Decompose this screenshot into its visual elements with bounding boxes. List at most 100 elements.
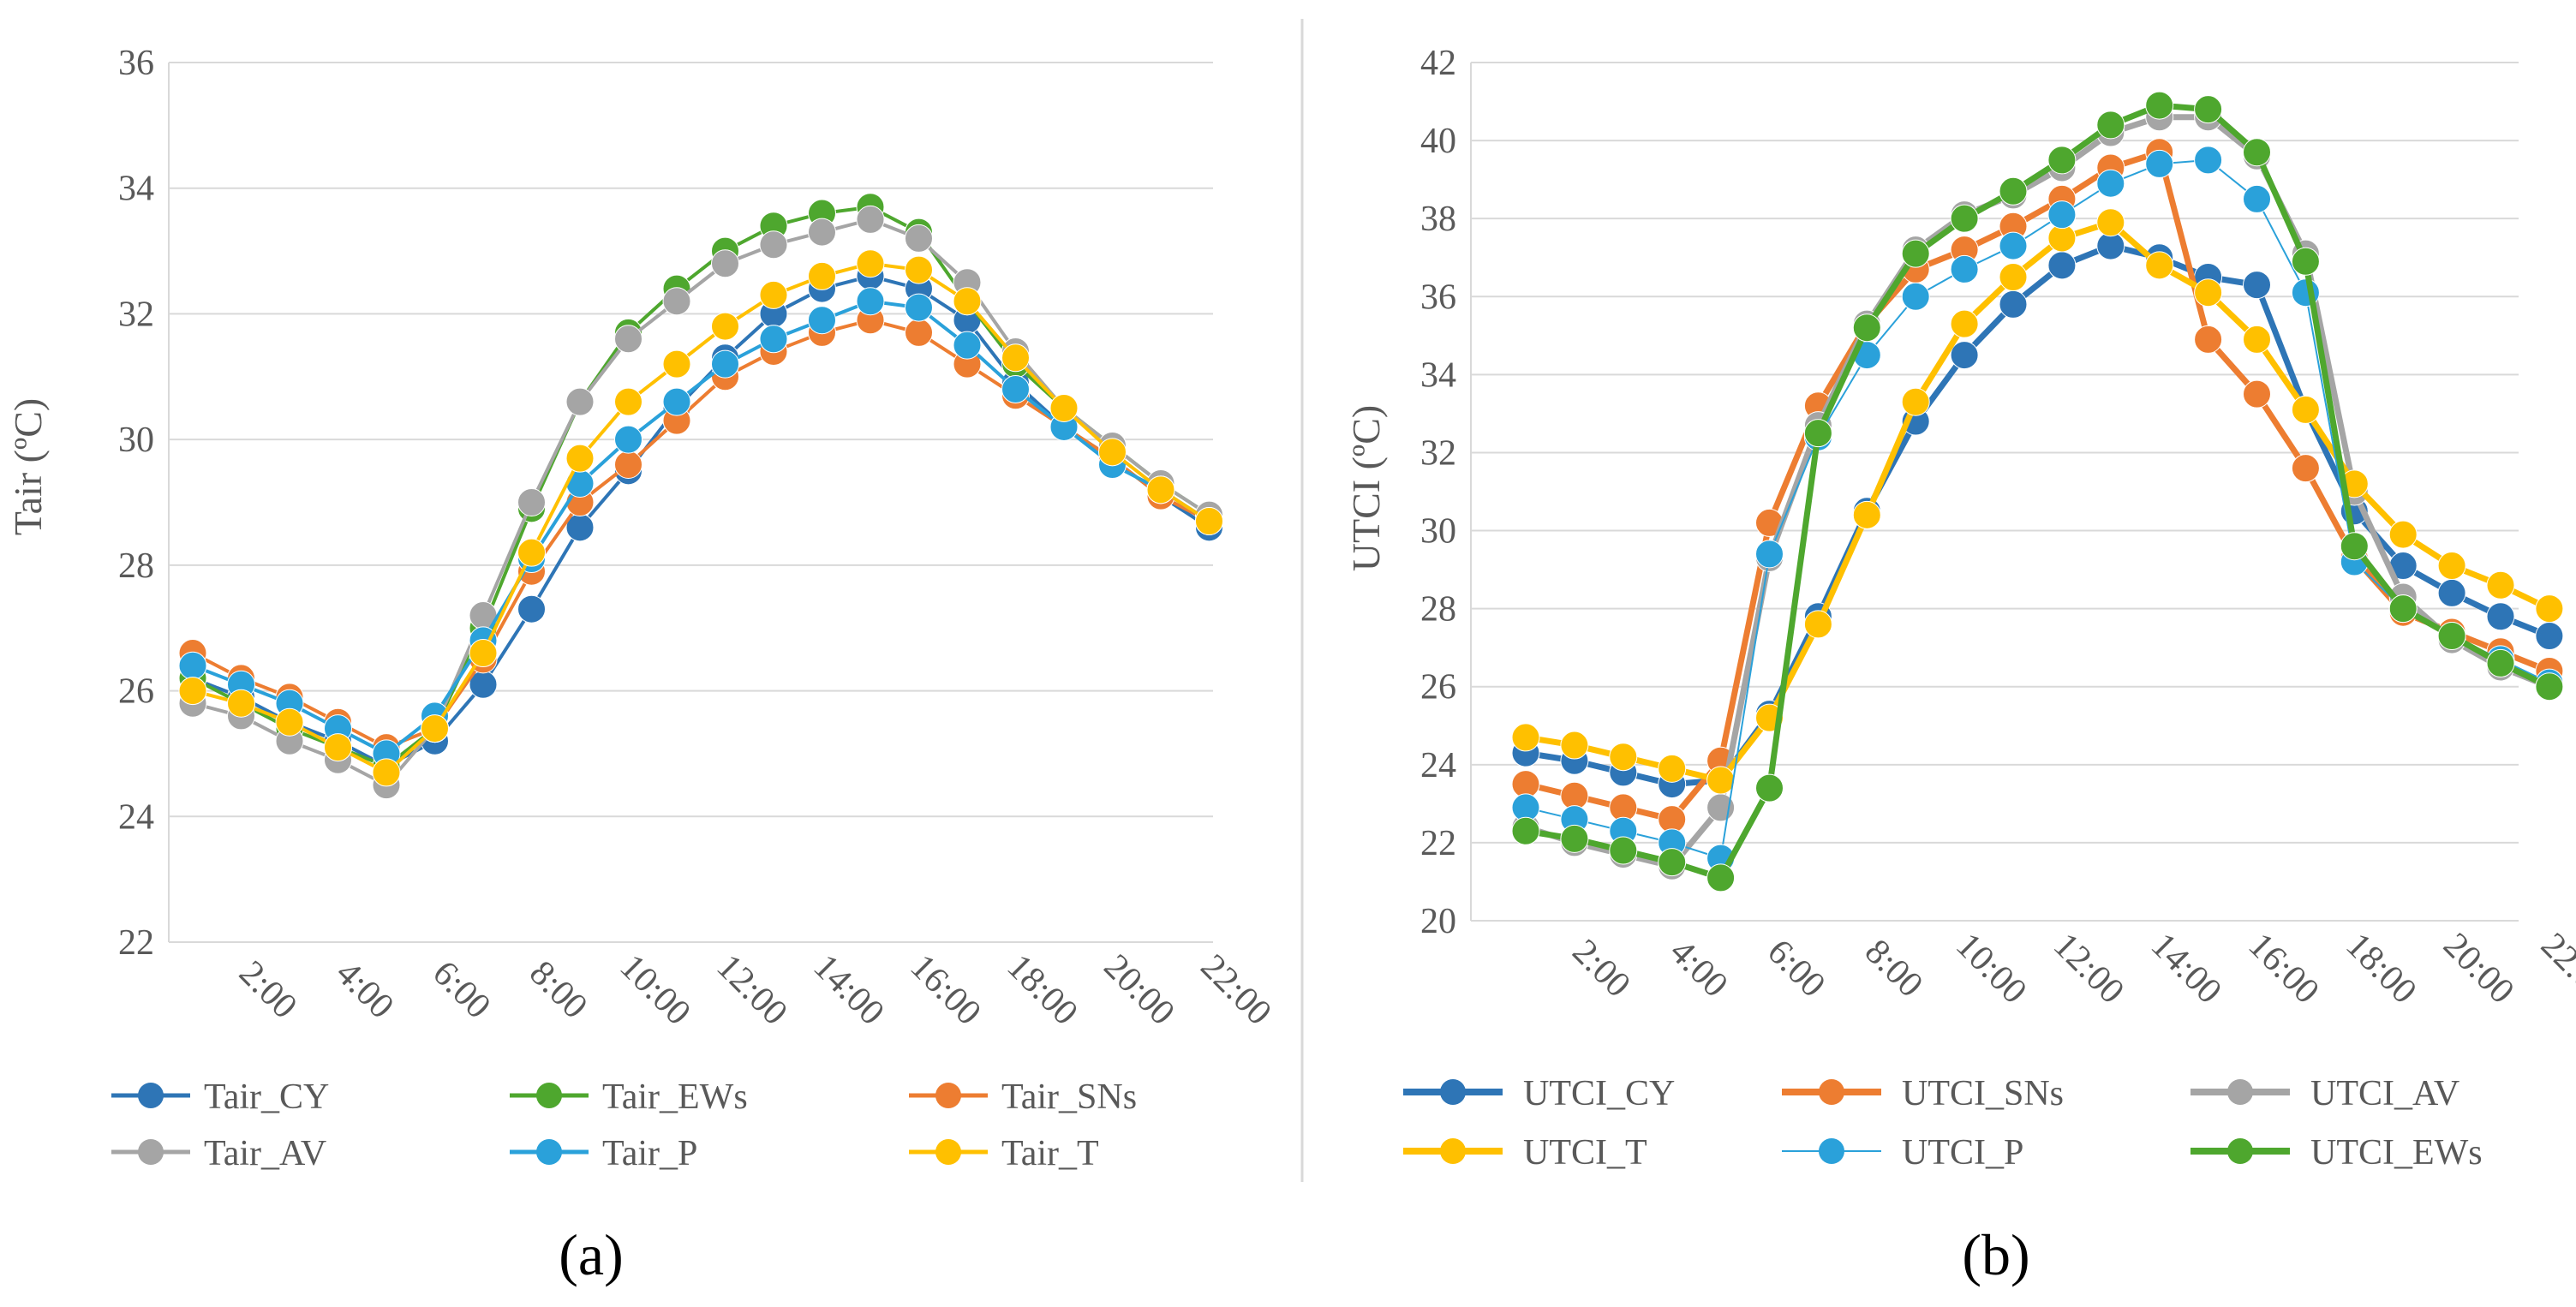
data-point bbox=[1001, 374, 1030, 403]
x-tick-label: 10:00 bbox=[613, 947, 698, 1033]
series-utci-sns bbox=[1511, 138, 2564, 834]
legend-label: Tair_SNs bbox=[1001, 1077, 1137, 1117]
series-line bbox=[192, 274, 1210, 768]
data-point bbox=[1901, 387, 1930, 416]
legend-label: UTCI_CY bbox=[1523, 1074, 1675, 1113]
series-line bbox=[1525, 149, 2551, 823]
y-tick-label: 24 bbox=[118, 797, 154, 837]
y-tick-label: 30 bbox=[1420, 512, 1456, 552]
data-point bbox=[2243, 184, 2271, 213]
legend-entry: UTCI_SNs bbox=[1782, 1074, 2064, 1113]
legend-entry: Tair_EWs bbox=[510, 1077, 748, 1117]
data-point bbox=[421, 714, 449, 743]
panel-caption: (b) bbox=[1962, 1222, 2029, 1287]
data-point bbox=[905, 293, 933, 322]
data-point bbox=[1658, 848, 1687, 877]
x-tick-label: 2:00 bbox=[231, 953, 304, 1026]
series-line bbox=[192, 205, 1210, 768]
data-point bbox=[1852, 313, 1881, 343]
legend-swatch-marker bbox=[935, 1083, 961, 1108]
panel-caption: (a) bbox=[559, 1222, 623, 1287]
data-point bbox=[2145, 251, 2174, 280]
data-point bbox=[2194, 146, 2223, 175]
data-point bbox=[662, 387, 691, 416]
data-point bbox=[2340, 532, 2369, 561]
data-point bbox=[2194, 95, 2223, 124]
legend-label: Tair_CY bbox=[204, 1077, 329, 1117]
data-point bbox=[1001, 343, 1030, 373]
y-tick-label: 22 bbox=[1420, 824, 1456, 863]
x-tick-label: 14:00 bbox=[806, 947, 892, 1033]
y-tick-label: 36 bbox=[1420, 278, 1456, 317]
legend-swatch-marker bbox=[935, 1139, 961, 1165]
data-point bbox=[275, 707, 304, 737]
legend-swatch-marker bbox=[138, 1139, 164, 1165]
x-tick-label: 18:00 bbox=[1000, 947, 1085, 1033]
series-tair-p bbox=[178, 287, 1223, 768]
y-tick-label: 32 bbox=[118, 295, 154, 334]
legend-swatch-marker bbox=[536, 1139, 562, 1165]
y-axis-label: UTCI (ºC) bbox=[1344, 405, 1388, 571]
data-point bbox=[178, 677, 207, 706]
data-point bbox=[1560, 731, 1589, 760]
data-point bbox=[953, 331, 982, 360]
legend-entry: Tair_AV bbox=[111, 1134, 326, 1173]
grid-lines bbox=[168, 62, 1213, 943]
data-point bbox=[2535, 622, 2564, 651]
legend-label: Tair_P bbox=[602, 1134, 697, 1173]
x-tick-label: 14:00 bbox=[2143, 926, 2229, 1012]
legend-swatch-marker bbox=[1819, 1138, 1844, 1164]
legend-swatch-marker bbox=[536, 1083, 562, 1108]
legend: Tair_CY Tair_EWs Tair_SNs Tair_AV Tair_P Tair… bbox=[111, 1077, 1137, 1173]
data-point bbox=[1755, 540, 1784, 569]
data-point bbox=[905, 318, 933, 347]
data-point bbox=[614, 325, 643, 354]
data-point bbox=[1901, 239, 1930, 268]
data-point bbox=[1560, 824, 1589, 853]
data-point bbox=[614, 387, 643, 416]
legend-label: Tair_EWs bbox=[602, 1077, 748, 1117]
data-point bbox=[2535, 594, 2564, 624]
legend-entry: Tair_CY bbox=[111, 1077, 329, 1117]
series-tair-t bbox=[178, 249, 1223, 787]
data-point bbox=[2243, 379, 2271, 409]
y-tick-label: 28 bbox=[1420, 590, 1456, 630]
series-tair-sns bbox=[178, 306, 1223, 762]
y-tick-label: 34 bbox=[1420, 355, 1456, 395]
data-point bbox=[1706, 863, 1736, 892]
y-tick-label: 40 bbox=[1420, 122, 1456, 161]
series-line bbox=[192, 318, 1210, 749]
legend-label: UTCI_T bbox=[1523, 1133, 1647, 1173]
legend-entry: UTCI_EWs bbox=[2190, 1133, 2483, 1173]
legend-swatch-marker bbox=[1440, 1138, 1466, 1164]
data-point bbox=[1999, 289, 2028, 319]
x-tick-label: 4:00 bbox=[1662, 932, 1735, 1005]
legend-entry: UTCI_AV bbox=[2190, 1074, 2459, 1113]
data-point bbox=[953, 287, 982, 316]
y-tick-label: 28 bbox=[118, 546, 154, 586]
data-point bbox=[2388, 520, 2418, 549]
y-tick-label: 20 bbox=[1420, 902, 1456, 941]
data-point bbox=[1950, 254, 1979, 283]
x-tick-label: 10:00 bbox=[1948, 926, 2034, 1012]
data-point bbox=[1999, 263, 2028, 291]
data-point bbox=[2096, 208, 2125, 237]
data-point bbox=[1706, 766, 1736, 795]
y-tick-label: 36 bbox=[118, 44, 154, 83]
data-point bbox=[711, 249, 739, 278]
series-line bbox=[192, 299, 1210, 755]
legend-entry: Tair_T bbox=[909, 1134, 1099, 1173]
x-tick-labels: 2:00 4:00 6:00 8:00 10:00 12:00 14:00 16:00 18:0… bbox=[231, 947, 1279, 1033]
data-point bbox=[1098, 438, 1127, 467]
data-point bbox=[1999, 231, 2028, 260]
x-tick-label: 6:00 bbox=[425, 953, 498, 1026]
legend-label: UTCI_SNs bbox=[1902, 1074, 2064, 1113]
data-point bbox=[1999, 176, 2028, 206]
series-line bbox=[192, 218, 1210, 787]
x-tick-label: 16:00 bbox=[2241, 926, 2327, 1012]
data-point bbox=[517, 594, 546, 624]
data-point bbox=[2486, 570, 2515, 600]
x-tick-label: 22:00 bbox=[1193, 947, 1279, 1033]
legend-swatch-marker bbox=[1819, 1079, 1844, 1105]
